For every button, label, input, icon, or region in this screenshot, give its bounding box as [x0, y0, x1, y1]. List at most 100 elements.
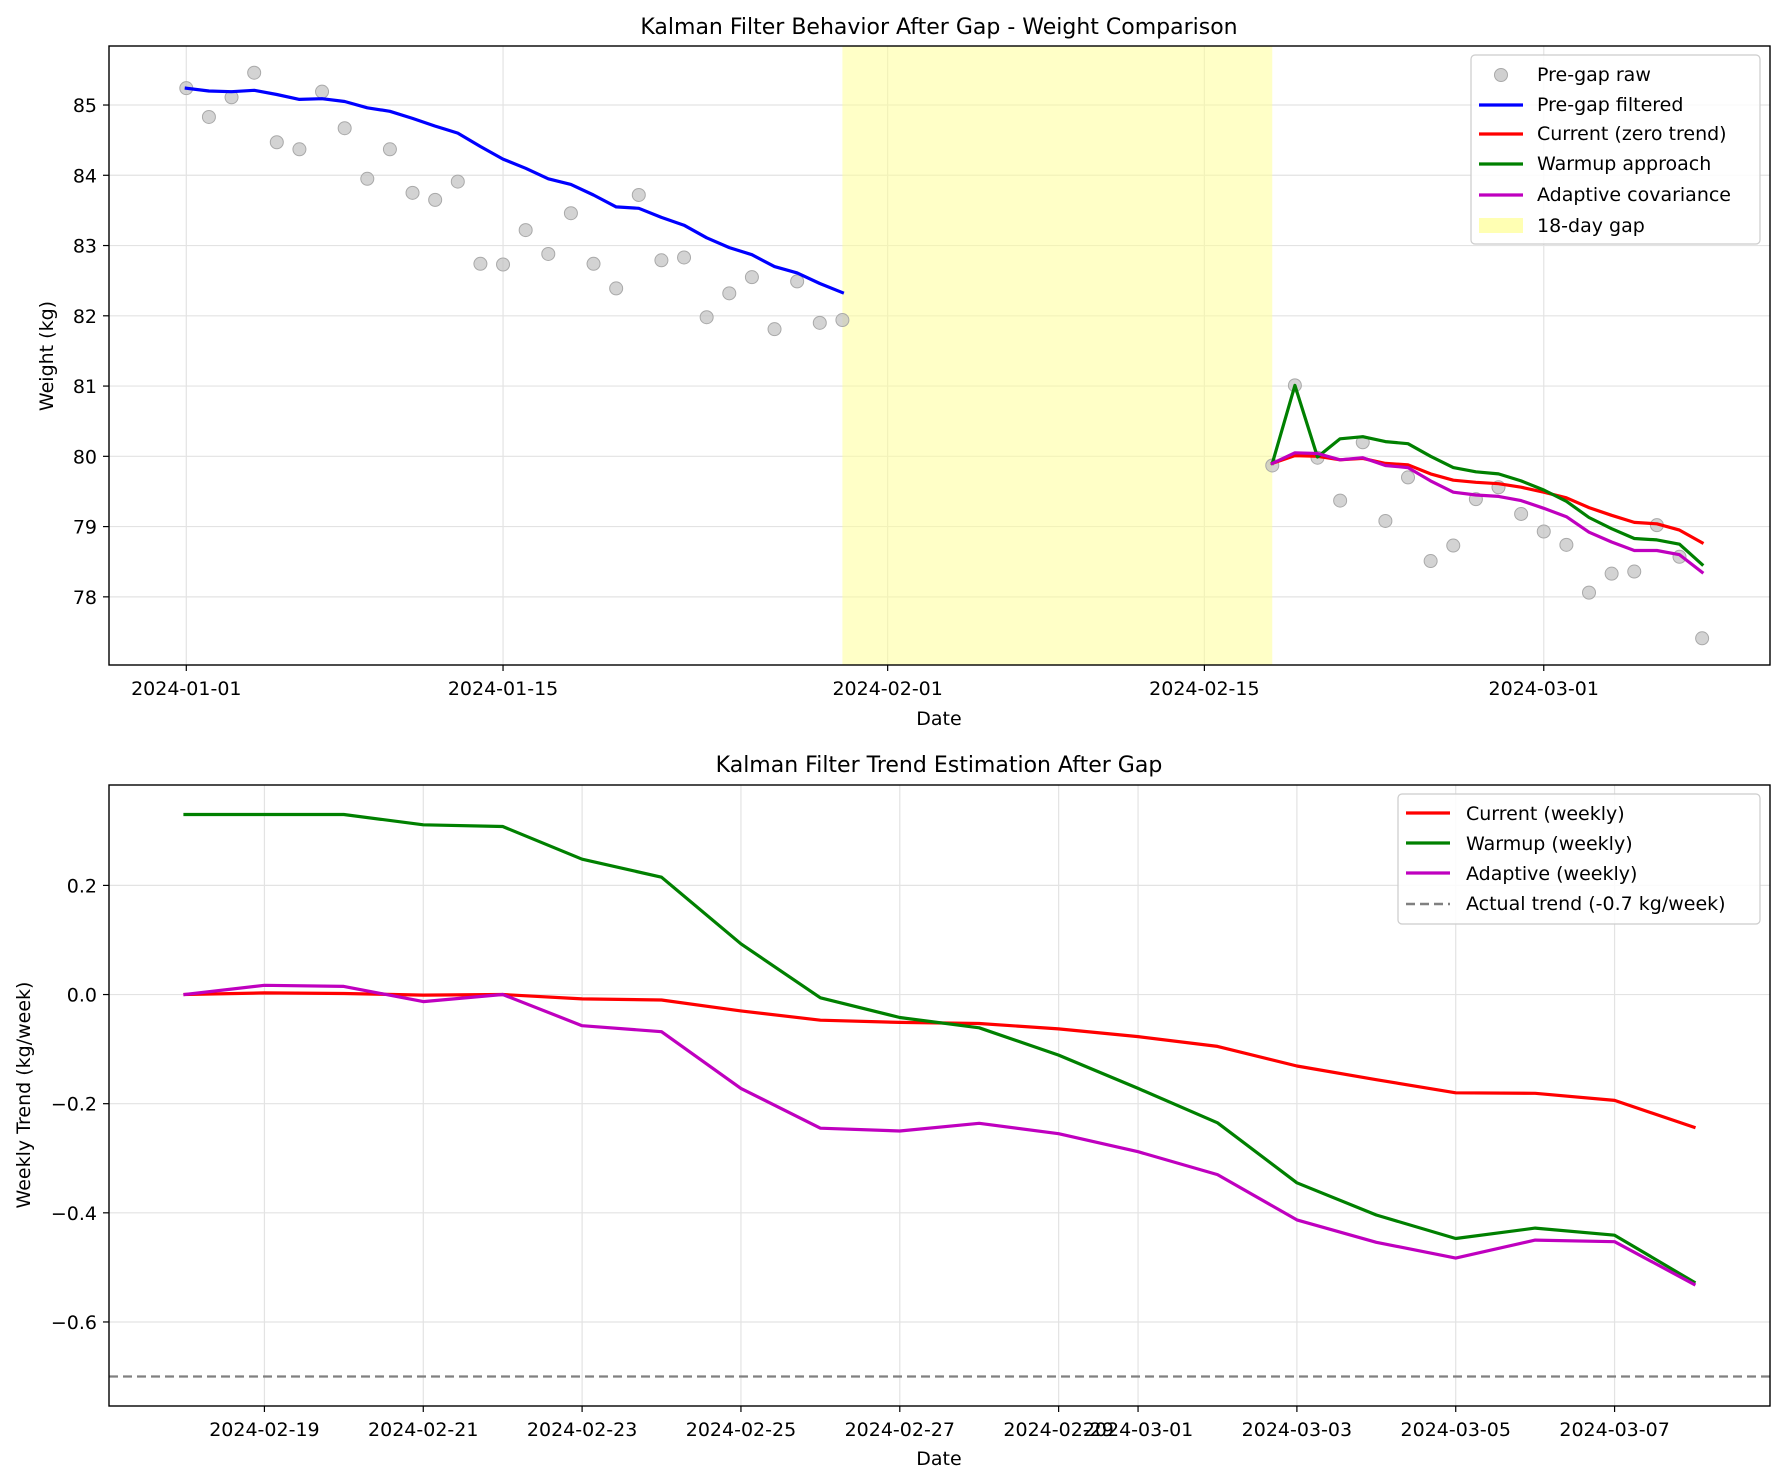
y-tick-label: −0.6 — [51, 1312, 97, 1334]
legend-gap-label: 18-day gap — [1537, 215, 1645, 237]
trend-y-axis-ticks: −0.6 −0.4 −0.2 0.0 0.2 — [51, 875, 109, 1334]
x-tick-label: 2024-02-23 — [527, 1419, 637, 1441]
x-tick-label: 2024-03-01 — [1489, 678, 1599, 700]
raw-weight-point — [201, 109, 216, 124]
x-tick-label: 2024-01-01 — [131, 678, 241, 700]
trend-legend-box — [1397, 793, 1761, 925]
raw-weight-point — [518, 223, 533, 238]
y-tick-label: 83 — [73, 236, 97, 258]
raw-weight-point — [1582, 585, 1597, 600]
warmup-weekly-line — [183, 812, 1697, 1285]
raw-weight-point — [722, 286, 737, 301]
trend-x-axis-label: Date — [916, 1448, 961, 1470]
trend-chart-title: Kalman Filter Trend Estimation After Gap — [716, 753, 1163, 778]
raw-weight-point — [360, 171, 375, 186]
legend-adaptive-label: Adaptive covariance — [1537, 184, 1731, 206]
raw-weight-point — [790, 274, 805, 289]
raw-weight-point — [315, 84, 330, 99]
x-tick-label: 2024-03-07 — [1559, 1419, 1669, 1441]
y-tick-label: 84 — [73, 165, 97, 187]
raw-weight-point — [1627, 564, 1642, 579]
adaptive-covariance-line — [1270, 451, 1705, 575]
x-tick-label: 2024-03-01 — [1083, 1419, 1193, 1441]
weight-y-axis-ticks: 78 79 80 81 82 83 84 85 — [73, 95, 109, 609]
legend-adaptive-weekly-label: Adaptive (weekly) — [1466, 863, 1637, 885]
legend-filtered-label: Pre-gap filtered — [1537, 94, 1683, 116]
raw-weight-point — [541, 246, 556, 261]
raw-weight-point — [1559, 537, 1574, 552]
raw-weight-point — [382, 142, 397, 157]
raw-weight-point — [269, 135, 284, 150]
raw-weight-point — [654, 253, 669, 268]
raw-weight-point — [337, 121, 352, 136]
y-tick-label: 0.2 — [67, 875, 97, 897]
raw-weight-point — [1695, 631, 1710, 646]
y-tick-label: −0.2 — [51, 1094, 97, 1116]
weight-series-lines — [184, 86, 1705, 575]
raw-weight-point — [1423, 554, 1438, 569]
weight-legend-box — [1470, 54, 1761, 245]
raw-weight-points — [179, 65, 1710, 646]
raw-weight-point — [835, 313, 850, 328]
pre-gap-filtered-line — [184, 86, 845, 295]
raw-weight-point — [1604, 566, 1619, 581]
raw-weight-point — [699, 310, 714, 325]
raw-weight-point — [1401, 470, 1416, 485]
legend-current-label: Current (zero trend) — [1537, 123, 1727, 145]
y-tick-label: −0.4 — [51, 1203, 97, 1225]
raw-weight-point — [744, 270, 759, 285]
x-tick-label: 2024-02-01 — [832, 678, 942, 700]
legend-current-weekly-label: Current (weekly) — [1466, 803, 1625, 825]
raw-weight-point — [609, 281, 624, 296]
x-tick-label: 2024-02-27 — [845, 1419, 955, 1441]
raw-weight-point — [812, 315, 827, 330]
weight-y-axis-label: Weight (kg) — [36, 301, 58, 411]
raw-weight-point — [1514, 506, 1529, 521]
y-tick-label: 85 — [73, 95, 97, 117]
weight-legend: Pre-gap raw Pre-gap filtered Current (ze… — [1470, 54, 1761, 245]
raw-weight-point — [1446, 538, 1461, 553]
raw-weight-point — [292, 142, 307, 157]
legend-warmup-weekly-label: Warmup (weekly) — [1466, 833, 1633, 855]
x-tick-label: 2024-02-21 — [368, 1419, 478, 1441]
x-tick-label: 2024-01-15 — [448, 678, 558, 700]
raw-weight-point — [247, 65, 262, 80]
warmup-approach-line — [1270, 383, 1705, 567]
trend-x-axis-ticks: 2024-02-19 2024-02-21 2024-02-23 2024-02-25… — [209, 1406, 1670, 1441]
raw-weight-point — [405, 185, 420, 200]
weight-x-axis-label: Date — [916, 708, 961, 730]
raw-weight-point — [473, 256, 488, 271]
x-tick-label: 2024-03-03 — [1242, 1419, 1352, 1441]
y-tick-label: 79 — [73, 517, 97, 539]
legend-actual-trend-label: Actual trend (-0.7 kg/week) — [1466, 893, 1726, 915]
weight-comparison-panel: Kalman Filter Behavior After Gap - Weigh… — [36, 15, 1771, 730]
x-tick-label: 2024-02-15 — [1149, 678, 1259, 700]
x-tick-label: 2024-02-29 — [1003, 1419, 1113, 1441]
y-tick-label: 78 — [73, 587, 97, 609]
raw-weight-point — [586, 256, 601, 271]
legend-raw-marker — [1494, 68, 1508, 82]
x-tick-label: 2024-03-05 — [1401, 1419, 1511, 1441]
legend-warmup-label: Warmup approach — [1537, 153, 1711, 175]
raw-weight-point — [496, 257, 511, 272]
raw-weight-point — [631, 187, 646, 202]
raw-weight-point — [450, 174, 465, 189]
adaptive-weekly-line — [183, 983, 1697, 1287]
raw-weight-point — [677, 250, 692, 265]
raw-weight-point — [1333, 493, 1348, 508]
raw-weight-point — [767, 322, 782, 337]
trend-chart-frame — [108, 784, 1771, 1407]
trend-series-lines — [183, 812, 1697, 1287]
raw-weight-point — [428, 192, 443, 207]
y-tick-label: 80 — [73, 446, 97, 468]
y-tick-label: 82 — [73, 306, 97, 328]
raw-weight-point — [1378, 513, 1393, 528]
trend-estimation-panel: Kalman Filter Trend Estimation After Gap… — [13, 753, 1771, 1470]
x-tick-label: 2024-02-19 — [209, 1419, 319, 1441]
raw-weight-point — [563, 206, 578, 221]
weight-chart-title: Kalman Filter Behavior After Gap - Weigh… — [640, 15, 1237, 40]
legend-raw-label: Pre-gap raw — [1537, 64, 1651, 86]
trend-y-axis-label: Weekly Trend (kg/week) — [13, 982, 35, 1209]
weight-x-axis-ticks: 2024-01-01 2024-01-15 2024-02-01 2024-02-15… — [131, 665, 1599, 700]
